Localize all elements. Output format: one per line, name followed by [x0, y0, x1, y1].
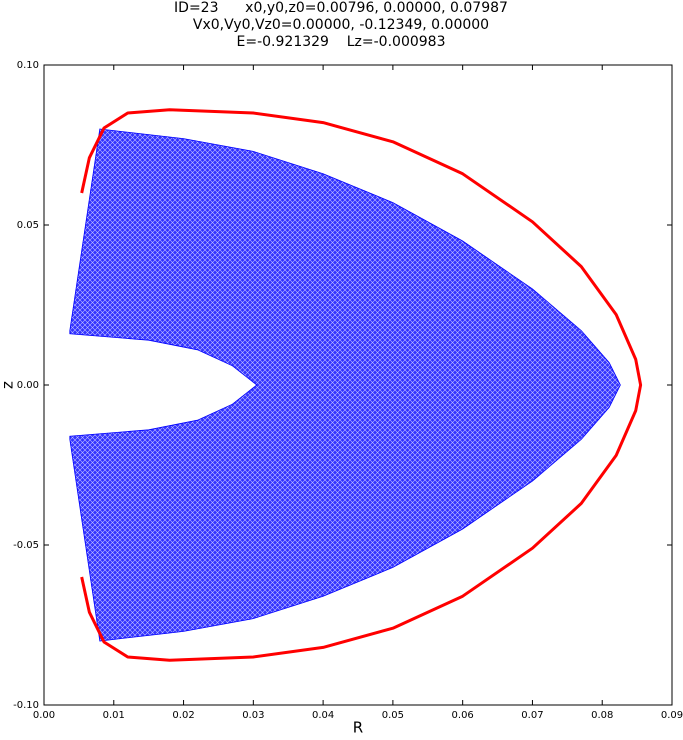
plot-area — [69, 108, 643, 662]
x-tick-label: 0.01 — [103, 710, 125, 721]
title-line: Vx0,Vy0,Vz0=0.00000, -0.12349, 0.00000 — [193, 17, 489, 33]
x-tick-label: 0.08 — [591, 710, 613, 721]
zero-velocity-curve — [80, 108, 643, 662]
y-tick-label: -0.05 — [13, 540, 39, 551]
y-tick-label: 0.10 — [17, 60, 39, 71]
y-tick-label: 0.00 — [17, 380, 39, 391]
x-tick-label: 0.00 — [33, 710, 55, 721]
x-tick-label: 0.09 — [661, 710, 683, 721]
x-tick-label: 0.03 — [242, 710, 264, 721]
x-tick-label: 0.05 — [382, 710, 404, 721]
x-tick-label: 0.06 — [452, 710, 474, 721]
x-tick-label: 0.04 — [312, 710, 334, 721]
x-axis-label: R — [353, 719, 363, 737]
title-line: ID=23 x0,y0,z0=0.00796, 0.00000, 0.07987 — [174, 0, 508, 16]
x-tick-label: 0.07 — [521, 710, 543, 721]
y-tick-label: -0.10 — [13, 700, 39, 711]
title-line: E=-0.921329 Lz=-0.000983 — [237, 34, 446, 50]
y-axis-label: z — [0, 381, 17, 389]
orbit-area — [69, 128, 621, 642]
x-tick-label: 0.02 — [172, 710, 194, 721]
y-tick-label: 0.05 — [17, 220, 39, 231]
